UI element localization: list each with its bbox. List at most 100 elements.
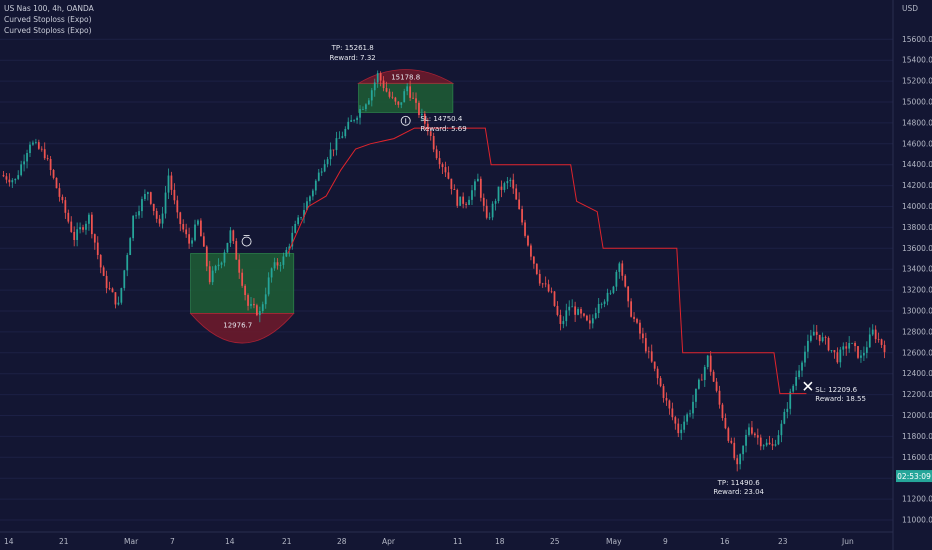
candle-body [715,381,718,391]
candle-body [306,201,308,211]
sl-label-2: SL: 14750.4 [420,115,462,123]
y-tick-label: 15600.0 [902,35,932,44]
x-tick-label: 9 [663,537,668,546]
price-axis[interactable]: 11000.011200.011400.011600.011800.012000… [892,0,932,550]
candle-body [155,210,158,219]
candle-body [85,223,87,230]
candle-body [580,309,582,314]
candle-body [418,102,420,116]
y-tick-label: 11800.0 [902,432,932,441]
candle-body [158,218,161,224]
candle-body [285,249,288,257]
time-axis[interactable]: 14 21 Mar 7 14 21 28 Apr 11 18 25 May 9 16 23 Jun [0,531,893,546]
y-tick-label: 13400.0 [902,265,932,274]
candle-body [521,209,523,223]
candle-body [689,413,691,415]
x-tick-label: Apr [382,537,396,546]
candle-body [756,435,759,438]
candle-body [532,256,535,264]
sl-reward-3: Reward: 18.55 [815,395,866,403]
candle-body [123,270,126,289]
candle-body [167,175,170,193]
candle-body [703,367,706,381]
candle-body [344,128,347,137]
candle-body [827,337,830,351]
candle-body [96,242,99,255]
candle-body [633,316,635,319]
y-tick-label: 13200.0 [902,286,932,295]
candle-body [64,200,67,213]
candle-body [17,175,20,179]
candle-body [403,91,406,103]
stoploss-line [287,127,807,395]
y-tick-label: 13800.0 [902,223,932,232]
candle-body [152,203,155,211]
candle-body [656,368,659,379]
x-tick-label: Jun [841,537,854,546]
candle-body [712,371,715,382]
tp-reward-3: Reward: 23.04 [713,488,764,496]
candle-body [812,331,815,336]
candle-body [247,295,249,306]
candle-body [11,180,14,183]
indicator-label-1[interactable]: Curved Stoploss (Expo) [4,15,92,24]
candle-body [809,335,812,341]
y-tick-label: 12000.0 [902,411,932,420]
y-tick-label: 15000.0 [902,98,932,107]
candle-body [423,113,426,124]
candle-body [447,172,450,179]
candle-body [695,388,697,402]
candle-body [329,149,332,160]
candle-body [683,421,686,430]
candle-body [220,262,223,265]
candle-body [450,178,453,190]
candle-body [76,229,79,241]
entry-label-1: 12976.7 [223,321,252,329]
candle-body [90,214,93,235]
candle-body [311,190,314,197]
candle-body [229,230,232,243]
entry-marker-icon [400,115,411,126]
candle-body [721,404,724,418]
candle-body [783,411,786,424]
x-tick-label: 14 [4,537,14,546]
x-tick-label: 21 [59,537,69,546]
candle-body [777,435,780,445]
y-tick-label: 11000.0 [902,516,932,525]
candles [2,70,886,472]
candle-body [474,181,476,191]
candle-body [544,283,547,285]
candle-body [677,423,680,434]
y-tick-label: 13600.0 [902,244,932,253]
candle-body [406,86,409,92]
candle-body [609,292,612,294]
candle-body [821,337,824,342]
y-tick-label: 15200.0 [902,77,932,86]
y-tick-label: 14200.0 [902,181,932,190]
y-tick-label: 11200.0 [902,495,932,504]
candle-body [745,434,747,446]
candle-body [482,197,485,206]
candle-body [173,189,176,201]
candle-body [29,144,31,154]
candle-body [326,159,329,165]
candle-body [320,171,323,173]
candle-body [600,303,603,305]
candle-body [462,196,465,204]
candle-body [135,215,137,217]
candle-body [217,264,220,267]
candle-body [509,179,512,182]
candle-body [479,178,482,198]
candle-body [500,186,503,190]
countdown-label: 02:53:09 [897,472,931,481]
candle-body [261,304,264,311]
candle-body [804,351,806,363]
candle-body [244,285,246,296]
candle-body [647,351,650,353]
candle-body [865,347,868,353]
candle-body [211,270,214,283]
candle-body [200,220,202,237]
x-tick-label: 11 [453,537,463,546]
indicator-label-2[interactable]: Curved Stoploss (Expo) [4,26,92,35]
